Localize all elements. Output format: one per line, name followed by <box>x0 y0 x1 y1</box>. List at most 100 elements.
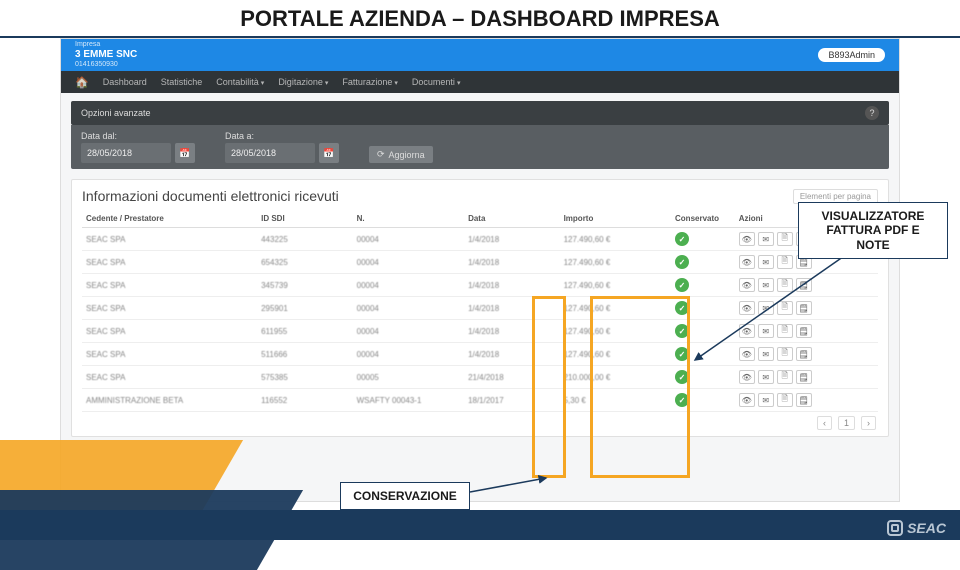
calendar-icon[interactable]: 📅 <box>319 143 339 163</box>
col-importo: Importo <box>560 210 671 228</box>
cell-n: 00004 <box>353 320 464 343</box>
view-icon[interactable]: 👁 <box>739 393 755 407</box>
view-icon[interactable]: 👁 <box>739 232 755 246</box>
date-from-input[interactable] <box>81 143 171 163</box>
pdf-icon[interactable]: 🗎 <box>777 301 793 315</box>
user-badge[interactable]: B893Admin <box>818 48 885 62</box>
table-row: SEAC SPA443225000041/4/2018127.490,60 €✓… <box>82 228 878 251</box>
cell-cedente: SEAC SPA <box>82 228 257 251</box>
app-screenshot: Impresa 3 EMME SNC 01416350930 B893Admin… <box>60 38 900 502</box>
cell-n: 00004 <box>353 251 464 274</box>
callout-viewer: VISUALIZZATORE FATTURA PDF E NOTE <box>798 202 948 259</box>
view-icon[interactable]: 👁 <box>739 255 755 269</box>
cell-conservato: ✓ <box>671 389 735 412</box>
pager-prev[interactable]: ‹ <box>817 416 832 430</box>
pdf-icon[interactable]: 🗎 <box>777 347 793 361</box>
date-to-input[interactable] <box>225 143 315 163</box>
callout-conservation: CONSERVAZIONE <box>340 482 470 510</box>
note-icon[interactable]: 🗒 <box>796 393 812 407</box>
table-row: SEAC SPA295901000041/4/2018127.490,60 €✓… <box>82 297 878 320</box>
pdf-icon[interactable]: 🗎 <box>777 324 793 338</box>
pdf-icon[interactable]: 🗎 <box>777 278 793 292</box>
refresh-button[interactable]: ⟳ Aggiorna <box>369 146 433 163</box>
date-to-label: Data a: <box>225 131 339 141</box>
cell-data: 1/4/2018 <box>464 228 560 251</box>
nav-digitazione[interactable]: Digitazione▾ <box>278 77 328 87</box>
pdf-icon[interactable]: 🗎 <box>777 255 793 269</box>
refresh-label: Aggiorna <box>389 150 425 160</box>
cell-n: 00004 <box>353 297 464 320</box>
pdf-icon[interactable]: 🗎 <box>777 393 793 407</box>
view-icon[interactable]: 👁 <box>739 278 755 292</box>
xml-icon[interactable]: ✉ <box>758 370 774 384</box>
cell-idsdi: 295901 <box>257 297 353 320</box>
cell-data: 1/4/2018 <box>464 251 560 274</box>
cell-idsdi: 611955 <box>257 320 353 343</box>
pdf-icon[interactable]: 🗎 <box>777 370 793 384</box>
check-icon: ✓ <box>675 393 689 407</box>
nav-statistiche[interactable]: Statistiche <box>161 77 203 87</box>
col-n: N. <box>353 210 464 228</box>
cell-n: 00005 <box>353 366 464 389</box>
company-block: Impresa 3 EMME SNC 01416350930 <box>75 41 137 70</box>
cell-conservato: ✓ <box>671 228 735 251</box>
company-label: Impresa <box>75 41 137 49</box>
check-icon: ✓ <box>675 232 689 246</box>
pager-next[interactable]: › <box>861 416 876 430</box>
slide-footer <box>0 510 960 540</box>
cell-data: 1/4/2018 <box>464 320 560 343</box>
cell-idsdi: 575385 <box>257 366 353 389</box>
home-icon[interactable]: 🏠 <box>75 76 89 89</box>
xml-icon[interactable]: ✉ <box>758 255 774 269</box>
cell-conservato: ✓ <box>671 274 735 297</box>
cell-idsdi: 511666 <box>257 343 353 366</box>
cell-conservato: ✓ <box>671 343 735 366</box>
note-icon[interactable]: 🗒 <box>796 278 812 292</box>
cell-azioni: 👁✉🗎🗒 <box>735 389 878 412</box>
note-icon[interactable]: 🗒 <box>796 370 812 384</box>
company-code: 01416350930 <box>75 61 137 69</box>
cell-data: 1/4/2018 <box>464 297 560 320</box>
logo-text: SEAC <box>907 520 946 536</box>
date-filter-bar: Data dal: 📅 Data a: 📅 ⟳ Aggiorna <box>71 125 889 169</box>
cell-cedente: SEAC SPA <box>82 320 257 343</box>
help-icon[interactable]: ? <box>865 106 879 120</box>
pager-page[interactable]: 1 <box>838 416 855 430</box>
cell-azioni: 👁✉🗎🗒 <box>735 320 878 343</box>
nav-dashboard[interactable]: Dashboard <box>103 77 147 87</box>
note-icon[interactable]: 🗒 <box>796 347 812 361</box>
xml-icon[interactable]: ✉ <box>758 324 774 338</box>
calendar-icon[interactable]: 📅 <box>175 143 195 163</box>
date-from-label: Data dal: <box>81 131 195 141</box>
col-idsdi: ID SDI <box>257 210 353 228</box>
xml-icon[interactable]: ✉ <box>758 347 774 361</box>
nav-contabilita[interactable]: Contabilità▾ <box>216 77 264 87</box>
chevron-down-icon: ▾ <box>325 80 329 87</box>
table-row: SEAC SPA511666000041/4/2018127.490,60 €✓… <box>82 343 878 366</box>
xml-icon[interactable]: ✉ <box>758 301 774 315</box>
view-icon[interactable]: 👁 <box>739 347 755 361</box>
cell-data: 21/4/2018 <box>464 366 560 389</box>
xml-icon[interactable]: ✉ <box>758 278 774 292</box>
cell-idsdi: 116552 <box>257 389 353 412</box>
logo-icon <box>887 520 903 536</box>
xml-icon[interactable]: ✉ <box>758 232 774 246</box>
seac-logo: SEAC <box>887 520 946 536</box>
main-nav: 🏠 Dashboard Statistiche Contabilità▾ Dig… <box>61 71 899 93</box>
pagination: ‹ 1 › <box>82 412 878 430</box>
check-icon: ✓ <box>675 278 689 292</box>
col-data: Data <box>464 210 560 228</box>
view-icon[interactable]: 👁 <box>739 301 755 315</box>
view-icon[interactable]: 👁 <box>739 324 755 338</box>
xml-icon[interactable]: ✉ <box>758 393 774 407</box>
note-icon[interactable]: 🗒 <box>796 324 812 338</box>
cell-cedente: AMMINISTRAZIONE BETA <box>82 389 257 412</box>
check-icon: ✓ <box>675 301 689 315</box>
pdf-icon[interactable]: 🗎 <box>777 232 793 246</box>
note-icon[interactable]: 🗒 <box>796 301 812 315</box>
nav-documenti[interactable]: Documenti▾ <box>412 77 461 87</box>
view-icon[interactable]: 👁 <box>739 370 755 384</box>
cell-data: 1/4/2018 <box>464 274 560 297</box>
cell-conservato: ✓ <box>671 366 735 389</box>
nav-fatturazione[interactable]: Fatturazione▾ <box>342 77 398 87</box>
